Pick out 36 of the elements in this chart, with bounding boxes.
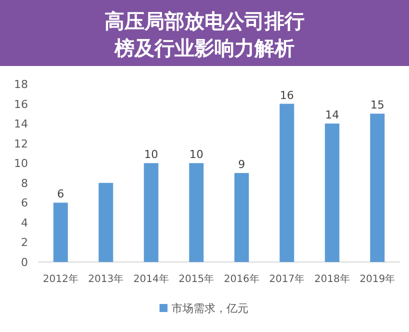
data-label: 10 [144,148,158,162]
x-tick-label: 2012年 [42,273,78,285]
y-tick-label: 14 [14,118,28,131]
data-label: 6 [57,188,64,201]
x-tick-label: 2018年 [314,273,350,285]
bar [53,202,68,262]
bar [144,163,158,262]
y-tick-label: 4 [21,216,28,230]
x-tick-label: 2019年 [360,273,396,285]
y-tick-label: 0 [21,256,28,269]
bar [280,104,294,262]
legend: 市场需求，亿元 [160,302,248,315]
data-label: 9 [238,158,246,171]
data-label: 16 [280,88,294,102]
y-tick-label: 10 [14,157,28,170]
y-tick-label: 6 [21,196,28,210]
bar [98,182,114,262]
bar [234,173,249,262]
y-tick-label: 8 [21,176,28,190]
y-tick-label: 18 [14,78,28,91]
data-label: 10 [189,148,204,162]
y-tick-label: 12 [14,137,28,150]
x-tick-label: 2017年 [269,273,305,285]
x-tick-label: 2016年 [224,273,260,285]
data-label: 14 [325,108,340,122]
y-tick-label: 16 [14,98,28,111]
x-tick-label: 2015年 [178,273,214,285]
y-tick-label: 2 [21,236,28,250]
bar [324,124,340,262]
x-tick-label: 2013年 [88,273,124,285]
chart-title: 高压局部放电公司排行榜及行业影响力解析 [104,9,304,60]
x-tick-label: 2014年 [133,273,169,285]
title: 高压局部放电公司排行榜及行业影响力解析 [0,0,409,66]
data-label: 15 [370,98,384,112]
bar [189,163,204,262]
bar [370,114,385,262]
